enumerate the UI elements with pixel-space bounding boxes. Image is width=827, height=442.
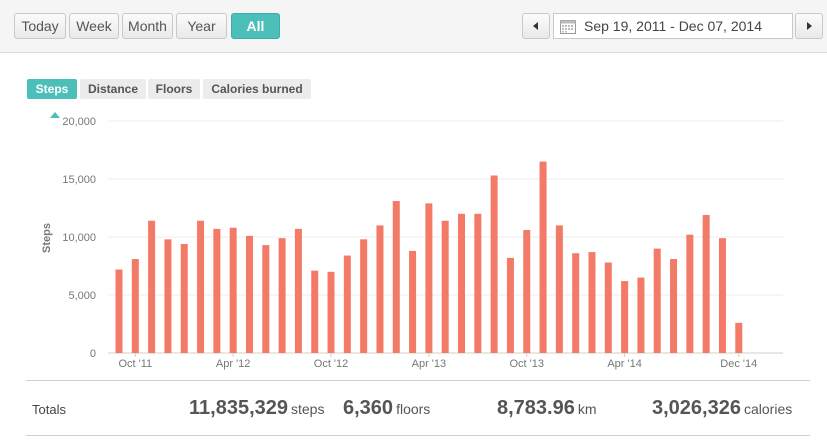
x-tick-label: Dec '14 [720, 358, 757, 370]
y-tick-label: 20,000 [62, 116, 96, 128]
bar [604, 262, 612, 353]
bar [131, 259, 139, 353]
bar [311, 270, 319, 353]
month-button[interactable]: Month [122, 13, 173, 39]
x-tick-label: Oct '13 [509, 358, 544, 370]
total-steps-value: 11,835,329 [189, 397, 288, 419]
bar [539, 161, 547, 353]
total-distance: 8,783.96 km [497, 397, 597, 420]
total-calories-value: 3,026,326 [652, 397, 741, 419]
total-floors-value: 6,360 [343, 397, 394, 419]
tab-calories-burned[interactable]: Calories burned [203, 79, 311, 99]
bar [702, 214, 710, 353]
bar [555, 225, 563, 353]
total-floors: 6,360 floors [343, 397, 430, 420]
bar [360, 239, 368, 353]
total-floors-unit: floors [396, 401, 431, 417]
bar [425, 203, 433, 353]
bar [653, 248, 661, 353]
bar [213, 228, 221, 353]
date-range-text: Sep 19, 2011 - Dec 07, 2014 [584, 18, 762, 34]
bar [474, 213, 482, 353]
bar [718, 238, 726, 353]
y-tick-label: 5,000 [68, 290, 96, 302]
total-distance-unit: km [577, 401, 597, 417]
calendar-icon [560, 20, 576, 34]
total-calories-unit: calories [743, 401, 793, 417]
bar [441, 220, 449, 353]
y-tick-label: 15,000 [62, 174, 96, 186]
total-calories: 3,026,326 calories [652, 397, 792, 420]
all-button[interactable]: All [231, 13, 280, 39]
tab-floors[interactable]: Floors [148, 79, 200, 99]
bar [294, 228, 302, 353]
bar [376, 225, 384, 353]
x-tick-label: Apr '13 [412, 358, 447, 370]
x-tick-label: Apr '12 [216, 358, 251, 370]
bar [164, 239, 172, 353]
active-tab-caret [50, 112, 60, 118]
chevron-left-icon [533, 22, 538, 30]
steps-bar-chart: 0 5,000 10,000 15,000 20,000 Steps Oct '11 Apr … [41, 116, 783, 370]
bar [506, 257, 514, 353]
y-axis-label: Steps [41, 223, 53, 253]
bar [686, 234, 694, 353]
x-tick-label: Oct '11 [118, 358, 152, 370]
bar [245, 235, 253, 353]
totals-row: Totals 11,835,329 steps 6,360 floors 8,783… [26, 380, 810, 436]
bar [458, 213, 466, 353]
bar [278, 238, 286, 353]
bar [588, 252, 596, 353]
bar [343, 255, 351, 353]
bar [180, 243, 188, 353]
bar [572, 253, 580, 353]
bar [409, 250, 417, 353]
today-button[interactable]: Today [14, 13, 66, 39]
x-tick-label: Oct '12 [314, 358, 349, 370]
total-steps-unit: steps [291, 401, 325, 417]
totals-label: Totals [32, 402, 66, 417]
chevron-right-icon [807, 22, 812, 30]
toolbar: Today Week Month Year All Sep 19, 2011 -… [0, 0, 827, 53]
tab-steps[interactable]: Steps [27, 79, 77, 99]
bar [621, 281, 629, 353]
bar [229, 227, 237, 353]
total-steps: 11,835,329 steps [189, 397, 324, 420]
bar [197, 220, 205, 353]
date-range-field[interactable]: Sep 19, 2011 - Dec 07, 2014 [553, 13, 793, 39]
bar [523, 230, 531, 353]
x-tick-label: Apr '14 [607, 358, 642, 370]
tab-distance[interactable]: Distance [80, 79, 146, 99]
next-range-button[interactable] [795, 13, 823, 39]
bar [115, 269, 123, 353]
bar [392, 201, 400, 353]
bar [735, 322, 743, 353]
total-distance-value: 8,783.96 [497, 397, 575, 419]
previous-range-button[interactable] [522, 13, 550, 39]
week-button[interactable]: Week [69, 13, 119, 39]
bar [637, 277, 645, 353]
bar [148, 220, 156, 353]
y-tick-label: 0 [90, 348, 96, 360]
y-tick-label: 10,000 [62, 232, 96, 244]
year-button[interactable]: Year [176, 13, 227, 39]
bar [262, 245, 270, 353]
bar [327, 271, 335, 353]
bar [490, 175, 498, 353]
bar [670, 259, 678, 353]
